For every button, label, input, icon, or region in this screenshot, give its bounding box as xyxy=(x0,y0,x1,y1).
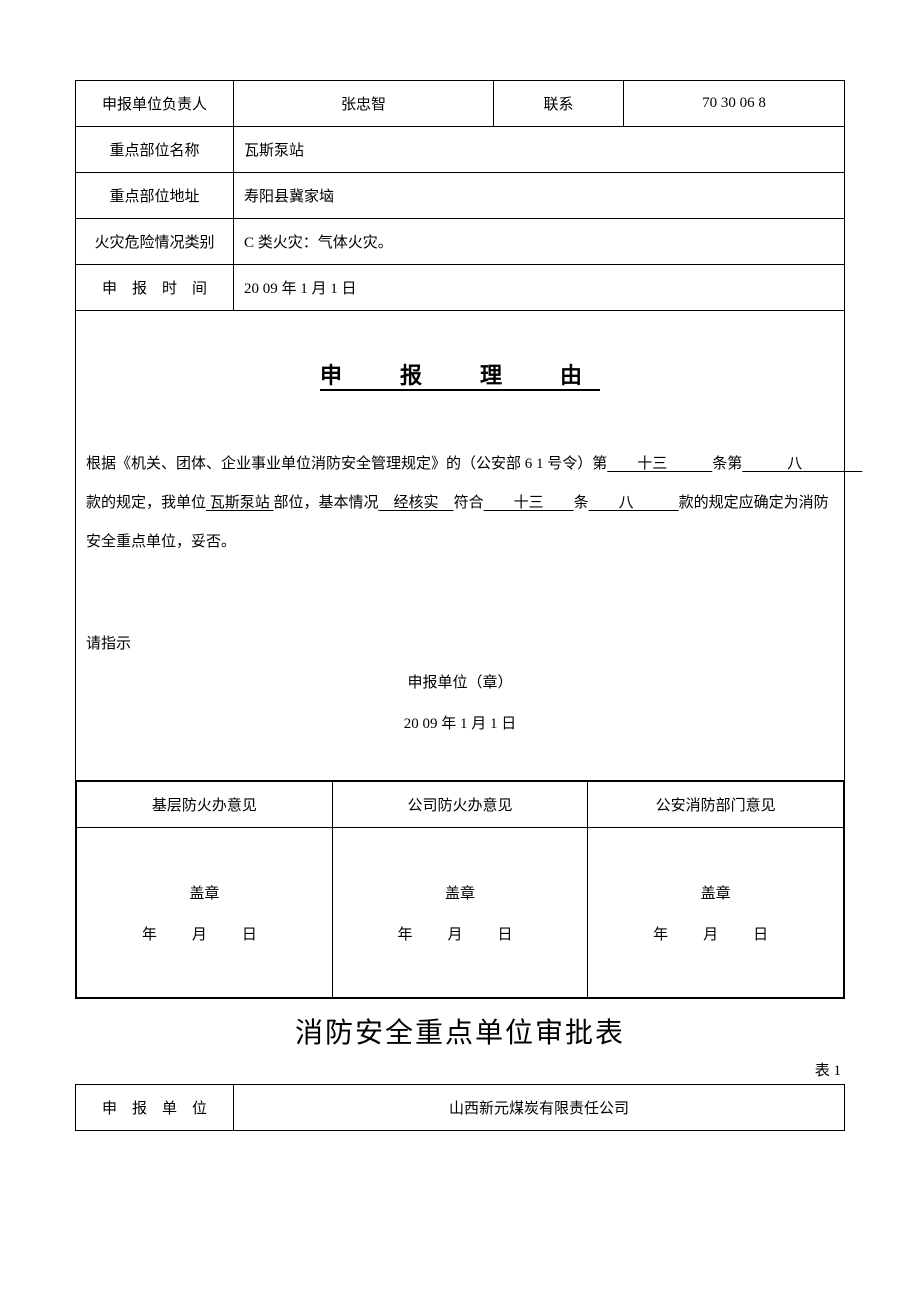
reason-blank1: 十三 xyxy=(607,456,712,472)
value-reporting-unit: 山西新元煤炭有限责任公司 xyxy=(234,1085,845,1131)
reason-text-pre: 根据《机关、团体、企业事业单位消防安全管理规定》的（公安部 6 1 号令）第 xyxy=(86,456,607,472)
reason-text-3: 款的规定，我单位 xyxy=(86,495,206,511)
reason-blank5: 十三 xyxy=(484,495,574,511)
opinion-body-2: 盖章 年 月 日 xyxy=(332,828,588,998)
row-reason: 申 报 理 由 根据《机关、团体、企业事业单位消防安全管理规定》的（公安部 6 … xyxy=(76,311,845,781)
label-reporting-unit: 申 报 单 位 xyxy=(76,1085,234,1131)
row-reporting-unit: 申 报 单 位 山西新元煤炭有限责任公司 xyxy=(76,1085,845,1131)
opinion2-stamp: 盖章 xyxy=(343,882,578,903)
row-report-time: 申 报 时 间 20 09 年 1 月 1 日 xyxy=(76,265,845,311)
opinions-container: 基层防火办意见 公司防火办意见 公安消防部门意见 盖章 年 月 日 盖章 年 月… xyxy=(76,781,845,999)
form2-title: 消防安全重点单位审批表 xyxy=(75,1011,845,1051)
reason-section: 申 报 理 由 根据《机关、团体、企业事业单位消防安全管理规定》的（公安部 6 … xyxy=(76,311,845,781)
label-key-area-name: 重点部位名称 xyxy=(76,127,234,173)
opinion3-stamp: 盖章 xyxy=(598,882,833,903)
value-contact: 70 30 06 8 xyxy=(624,81,845,127)
approval-form-2: 申 报 单 位 山西新元煤炭有限责任公司 xyxy=(75,1084,845,1131)
approval-form-1: 申报单位负责人 张忠智 联系 70 30 06 8 重点部位名称 瓦斯泵站 重点… xyxy=(75,80,845,999)
value-fire-hazard-type: C 类火灾：气体火灾。 xyxy=(234,219,845,265)
label-contact: 联系 xyxy=(494,81,624,127)
opinion-header-2: 公司防火办意见 xyxy=(332,782,588,828)
reason-text-4: 部位，基本情况 xyxy=(274,495,379,511)
reason-body: 根据《机关、团体、企业事业单位消防安全管理规定》的（公安部 6 1 号令）第 十… xyxy=(86,445,834,562)
reason-blank2: 八 xyxy=(742,456,862,472)
reason-unit-stamp: 申报单位（章） xyxy=(86,671,834,692)
opinion3-date: 年 月 日 xyxy=(598,923,833,944)
label-key-area-address: 重点部位地址 xyxy=(76,173,234,219)
reason-text-6: 条 xyxy=(574,495,589,511)
label-fire-hazard-type: 火灾危险情况类别 xyxy=(76,219,234,265)
reason-blank3: 瓦斯泵站 xyxy=(206,495,274,511)
form2-table-label: 表 1 xyxy=(75,1059,845,1080)
row-key-area-name: 重点部位名称 瓦斯泵站 xyxy=(76,127,845,173)
reason-blank6: 八 xyxy=(589,495,679,511)
opinion-header-3: 公安消防部门意见 xyxy=(588,782,844,828)
opinion-body-1: 盖章 年 月 日 xyxy=(77,828,333,998)
opinion1-date: 年 月 日 xyxy=(87,923,322,944)
opinion1-stamp: 盖章 xyxy=(87,882,322,903)
value-report-time: 20 09 年 1 月 1 日 xyxy=(234,265,845,311)
reason-blank4: 经核实 xyxy=(379,495,454,511)
opinion-body-3: 盖章 年 月 日 xyxy=(588,828,844,998)
opinion2-date: 年 月 日 xyxy=(343,923,578,944)
row-fire-hazard-type: 火灾危险情况类别 C 类火灾：气体火灾。 xyxy=(76,219,845,265)
reason-title: 申 报 理 由 xyxy=(86,358,834,390)
opinions-table: 基层防火办意见 公司防火办意见 公安消防部门意见 盖章 年 月 日 盖章 年 月… xyxy=(76,781,844,998)
label-applicant-head: 申报单位负责人 xyxy=(76,81,234,127)
reason-text-5: 符合 xyxy=(454,495,484,511)
opinion-header-1: 基层防火办意见 xyxy=(77,782,333,828)
row-key-area-address: 重点部位地址 寿阳县冀家垴 xyxy=(76,173,845,219)
row-opinions-header: 基层防火办意见 公司防火办意见 公安消防部门意见 盖章 年 月 日 盖章 年 月… xyxy=(76,781,845,999)
value-key-area-name: 瓦斯泵站 xyxy=(234,127,845,173)
reason-date: 20 09 年 1 月 1 日 xyxy=(86,712,834,733)
label-report-time: 申 报 时 间 xyxy=(76,265,234,311)
value-applicant-name: 张忠智 xyxy=(234,81,494,127)
row-applicant-head: 申报单位负责人 张忠智 联系 70 30 06 8 xyxy=(76,81,845,127)
reason-instruct: 请指示 xyxy=(86,632,834,653)
reason-text-2: 条第 xyxy=(712,456,742,472)
value-key-area-address: 寿阳县冀家垴 xyxy=(234,173,845,219)
